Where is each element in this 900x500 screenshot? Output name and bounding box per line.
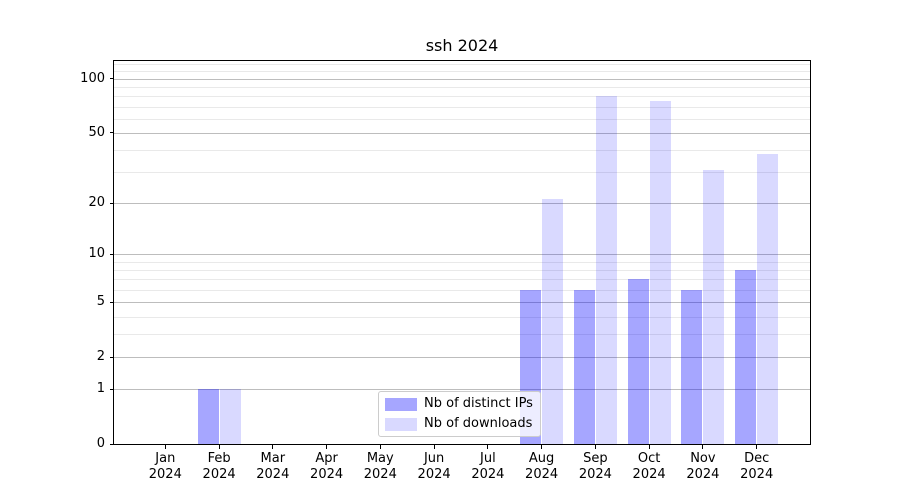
y-tick-label: 50: [88, 124, 105, 140]
grid-minor-line: [114, 64, 810, 66]
x-tick-mark: [487, 445, 489, 449]
x-tick-label: Feb 2024: [202, 451, 236, 482]
grid-major-line: [114, 302, 810, 304]
bars-layer: [114, 61, 810, 444]
grid-minor-line: [114, 289, 810, 291]
gridlines-layer: [114, 61, 810, 444]
y-tick-label: 5: [96, 294, 105, 310]
grid-major-line: [114, 203, 810, 204]
x-tick-mark: [756, 445, 758, 449]
x-tick-mark: [379, 445, 381, 449]
bar-downloads: [542, 199, 564, 444]
bar-downloads: [757, 153, 779, 444]
x-tick-mark: [433, 445, 435, 449]
grid-minor-line: [114, 150, 810, 151]
grid-minor-line: [114, 334, 810, 336]
x-tick-label: Oct 2024: [632, 451, 666, 482]
y-tick-mark: [110, 443, 114, 445]
legend-label-downloads: Nb of downloads: [424, 416, 533, 431]
grid-major-line: [114, 389, 810, 391]
x-tick-label: Sep 2024: [578, 451, 612, 482]
y-tick-mark: [110, 388, 114, 390]
bar-downloads: [219, 389, 241, 444]
y-tick-mark: [110, 253, 114, 255]
legend: Nb of distinct IPs Nb of downloads: [378, 391, 541, 437]
grid-minor-line: [114, 86, 810, 88]
legend-swatch-ips-icon: [385, 397, 417, 411]
y-tick-label: 100: [80, 70, 105, 86]
grid-minor-line: [114, 270, 810, 271]
y-tick-mark: [110, 301, 114, 303]
bar-distinct-ips: [681, 289, 703, 444]
y-tick-mark: [110, 132, 114, 134]
bar-downloads: [703, 169, 725, 444]
bar-distinct-ips: [197, 389, 219, 444]
y-tick-mark: [110, 78, 114, 80]
x-tick-label: Jan 2024: [148, 451, 182, 482]
chart-title: ssh 2024: [425, 36, 499, 55]
grid-major-line: [114, 132, 810, 134]
x-tick-mark: [164, 445, 166, 449]
grid-minor-line: [114, 279, 810, 281]
y-tick-label: 2: [96, 349, 105, 364]
x-tick-label: Nov 2024: [686, 451, 720, 482]
grid-minor-line: [114, 71, 810, 73]
x-tick-label: Apr 2024: [310, 451, 344, 482]
y-tick-mark: [110, 202, 114, 204]
grid-minor-line: [114, 96, 810, 98]
legend-item-downloads: Nb of downloads: [385, 416, 534, 432]
y-tick-label: 20: [88, 195, 105, 210]
x-tick-mark: [272, 445, 274, 449]
x-tick-label: Jul 2024: [471, 451, 505, 482]
bar-downloads: [649, 101, 671, 444]
grid-minor-line: [114, 261, 810, 263]
x-tick-mark: [326, 445, 328, 449]
x-tick-mark: [648, 445, 650, 449]
grid-minor-line: [114, 106, 810, 108]
x-tick-label: Dec 2024: [740, 451, 774, 482]
grid-major-line: [114, 357, 810, 358]
grid-minor-line: [114, 172, 810, 174]
x-tick-mark: [702, 445, 704, 449]
x-tick-label: May 2024: [363, 451, 397, 482]
x-tick-mark: [218, 445, 220, 449]
legend-swatch-downloads-icon: [385, 417, 417, 431]
grid-minor-line: [114, 316, 810, 318]
y-tick-mark: [110, 356, 114, 358]
y-tick-label: 1: [96, 381, 105, 397]
plot-area: [113, 60, 811, 445]
grid-major-line: [114, 254, 810, 256]
x-tick-label: Jun 2024: [417, 451, 451, 482]
y-tick-label: 0: [96, 436, 105, 451]
x-tick-label: Aug 2024: [525, 451, 559, 482]
bar-distinct-ips: [627, 279, 649, 444]
bar-distinct-ips: [735, 270, 757, 444]
x-tick-label: Mar 2024: [256, 451, 290, 482]
bar-distinct-ips: [573, 289, 595, 444]
bar-downloads: [595, 96, 617, 444]
legend-item-distinct-ips: Nb of distinct IPs: [385, 396, 534, 412]
legend-label-distinct-ips: Nb of distinct IPs: [424, 396, 533, 411]
grid-minor-line: [114, 118, 810, 120]
x-tick-mark: [594, 445, 596, 449]
y-tick-label: 10: [88, 246, 105, 262]
x-tick-mark: [541, 445, 543, 449]
grid-major-line: [114, 78, 810, 80]
